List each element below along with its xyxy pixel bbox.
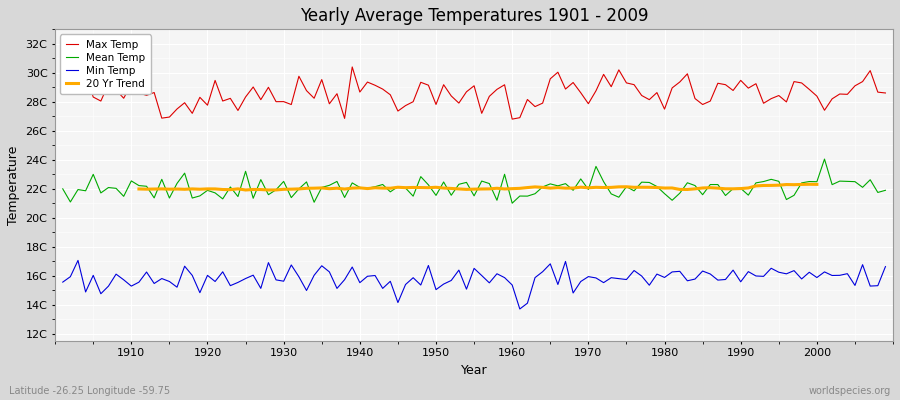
Mean Temp [819, 157, 830, 162]
Min Temp [58, 280, 68, 284]
20 Yr Trend [225, 187, 236, 192]
20 Yr Trend [240, 188, 251, 192]
Max Temp [515, 115, 526, 120]
Min Temp [515, 306, 526, 311]
20 Yr Trend [346, 186, 357, 190]
X-axis label: Year: Year [461, 364, 488, 377]
20 Yr Trend [614, 184, 625, 189]
Text: worldspecies.org: worldspecies.org [809, 386, 891, 396]
Min Temp [339, 277, 350, 282]
Mean Temp [500, 172, 510, 177]
Mean Temp [515, 194, 526, 198]
Line: Max Temp: Max Temp [63, 67, 886, 119]
20 Yr Trend [720, 186, 731, 191]
20 Yr Trend [812, 182, 823, 187]
20 Yr Trend [133, 186, 144, 191]
Min Temp [507, 283, 517, 288]
Mean Temp [331, 179, 342, 184]
Max Temp [118, 96, 129, 101]
Max Temp [58, 87, 68, 92]
Line: Mean Temp: Mean Temp [63, 159, 886, 203]
Mean Temp [507, 201, 517, 206]
Y-axis label: Temperature: Temperature [7, 145, 20, 225]
Text: Latitude -26.25 Longitude -59.75: Latitude -26.25 Longitude -59.75 [9, 386, 170, 396]
Mean Temp [606, 192, 616, 196]
Min Temp [73, 258, 84, 263]
Min Temp [522, 301, 533, 306]
Max Temp [507, 117, 517, 122]
Min Temp [880, 264, 891, 269]
Line: Min Temp: Min Temp [63, 260, 886, 309]
Mean Temp [286, 195, 297, 200]
Legend: Max Temp, Mean Temp, Min Temp, 20 Yr Trend: Max Temp, Mean Temp, Min Temp, 20 Yr Tre… [60, 34, 150, 94]
Title: Yearly Average Temperatures 1901 - 2009: Yearly Average Temperatures 1901 - 2009 [300, 7, 648, 25]
Mean Temp [118, 194, 129, 199]
20 Yr Trend [804, 182, 814, 187]
Mean Temp [880, 188, 891, 193]
Min Temp [126, 284, 137, 288]
Max Temp [346, 64, 357, 69]
Max Temp [614, 68, 625, 72]
Min Temp [614, 276, 625, 281]
Max Temp [880, 90, 891, 95]
Mean Temp [58, 186, 68, 191]
Max Temp [286, 102, 297, 107]
20 Yr Trend [705, 185, 716, 190]
Max Temp [522, 97, 533, 102]
Min Temp [293, 274, 304, 279]
Line: 20 Yr Trend: 20 Yr Trend [139, 184, 817, 190]
Max Temp [331, 91, 342, 96]
20 Yr Trend [788, 182, 799, 187]
